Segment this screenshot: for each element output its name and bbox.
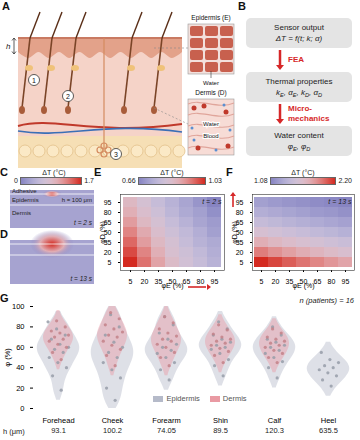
html-text:ΔT = f(t; k; α): ΔT = f(t; k; α) — [275, 34, 323, 43]
svg-text:635.5: 635.5 — [319, 426, 338, 435]
html-text:FEA: FEA — [288, 55, 304, 64]
svg-text:Forearm: Forearm — [152, 416, 180, 425]
svg-text:20: 20 — [141, 278, 149, 285]
svg-text:80: 80 — [328, 278, 336, 285]
svg-text:Cheek: Cheek — [102, 416, 124, 425]
html-text:F: F — [226, 166, 233, 178]
html-text:A: A — [2, 0, 10, 12]
svg-text:100.2: 100.2 — [103, 426, 122, 435]
svg-text:65: 65 — [103, 218, 112, 226]
svg-text:20: 20 — [104, 249, 112, 256]
svg-text:5: 5 — [260, 278, 264, 285]
svg-text:1: 1 — [32, 77, 36, 84]
html-text:Epidermis: Epidermis — [166, 394, 200, 403]
svg-text:0: 0 — [20, 404, 24, 413]
svg-text:95: 95 — [342, 278, 350, 285]
svg-text:5: 5 — [108, 259, 112, 266]
svg-text:t = 2 s: t = 2 s — [74, 219, 93, 226]
svg-text:φE (%): φE (%) — [161, 282, 183, 290]
html-text:n (patients) = 16: n (patients) = 16 — [299, 296, 354, 305]
svg-text:100: 100 — [12, 302, 25, 311]
svg-text:Heel: Heel — [321, 416, 337, 425]
svg-text:Blood: Blood — [203, 133, 218, 139]
svg-text:φD (%): φD (%) — [231, 221, 239, 243]
svg-text:Epidermis (E): Epidermis (E) — [191, 14, 230, 22]
html-text:Water content: Water content — [274, 131, 324, 140]
svg-text:φ (%): φ (%) — [3, 348, 12, 367]
html-text:G: G — [0, 292, 9, 304]
svg-text:120.3: 120.3 — [265, 426, 284, 435]
html-text:1.03: 1.03 — [208, 177, 222, 184]
html-text:ΔT (°C): ΔT (°C) — [160, 169, 184, 176]
svg-text:95: 95 — [104, 199, 112, 206]
html-text:Thermal properties: Thermal properties — [265, 77, 333, 86]
html-text:Dermis: Dermis — [222, 394, 247, 403]
svg-text:35: 35 — [285, 278, 294, 286]
svg-text:50: 50 — [103, 228, 112, 236]
svg-text:Shin: Shin — [213, 416, 228, 425]
svg-text:Epidermis: Epidermis — [12, 197, 39, 203]
svg-text:74.05: 74.05 — [157, 426, 176, 435]
html-text:ΔT (°C): ΔT (°C) — [291, 169, 315, 176]
html-text:2.20: 2.20 — [338, 177, 352, 184]
svg-text:35: 35 — [103, 238, 112, 246]
html-text:C: C — [0, 166, 8, 178]
svg-text:Forehead: Forehead — [42, 416, 74, 425]
html-text:kE, αE, kD, αD: kE, αE, kD, αD — [276, 88, 322, 98]
html-text:0.66: 0.66 — [122, 177, 136, 184]
svg-text:3: 3 — [114, 151, 118, 158]
html-text:E: E — [94, 166, 102, 178]
svg-text:89.5: 89.5 — [213, 426, 228, 435]
svg-text:φE (%): φE (%) — [292, 282, 314, 290]
svg-text:5: 5 — [240, 259, 244, 266]
html-text:h (μm): h (μm) — [3, 427, 25, 436]
svg-text:65: 65 — [314, 278, 322, 285]
svg-text:35: 35 — [154, 278, 163, 286]
svg-text:93.1: 93.1 — [51, 426, 66, 435]
svg-text:60: 60 — [16, 343, 24, 352]
svg-text:t = 13 s: t = 13 s — [328, 198, 352, 205]
svg-text:5: 5 — [129, 278, 133, 285]
svg-text:80: 80 — [236, 209, 244, 216]
svg-text:95: 95 — [211, 278, 219, 285]
html-text:Sensor output: Sensor output — [274, 23, 324, 32]
svg-text:Adhesive: Adhesive — [12, 188, 37, 194]
svg-text:20: 20 — [272, 278, 280, 285]
html-text:φE, φD: φE, φD — [287, 142, 311, 152]
html-text:1.7: 1.7 — [84, 177, 94, 184]
svg-text:Water: Water — [203, 80, 219, 86]
svg-text:95: 95 — [236, 199, 244, 206]
html-text:B: B — [238, 0, 246, 12]
svg-text:Water: Water — [203, 121, 219, 127]
svg-text:35: 35 — [235, 238, 244, 246]
svg-text:40: 40 — [16, 363, 24, 372]
html-text:ΔT (°C): ΔT (°C) — [42, 169, 66, 176]
html-text:D: D — [0, 228, 8, 240]
svg-text:h: h — [6, 42, 11, 51]
svg-text:20: 20 — [236, 249, 244, 256]
html-text:1.08: 1.08 — [254, 177, 268, 184]
html-text:Micro-mechanics: Micro-mechanics — [288, 104, 330, 123]
svg-text:h = 100 μm: h = 100 μm — [62, 197, 92, 203]
svg-text:Dermis: Dermis — [12, 210, 31, 216]
svg-text:20: 20 — [16, 384, 24, 393]
svg-text:2: 2 — [66, 93, 70, 100]
svg-text:65: 65 — [183, 278, 191, 285]
svg-text:t = 13 s: t = 13 s — [71, 275, 93, 282]
svg-text:50: 50 — [235, 228, 244, 236]
svg-text:80: 80 — [197, 278, 205, 285]
html-text:0: 0 — [14, 177, 18, 184]
svg-text:Calf: Calf — [268, 416, 282, 425]
svg-text:80: 80 — [104, 209, 112, 216]
svg-text:80: 80 — [16, 322, 24, 331]
svg-text:65: 65 — [235, 218, 244, 226]
svg-text:t = 2 s: t = 2 s — [202, 198, 222, 205]
svg-text:Dermis (D): Dermis (D) — [195, 89, 226, 97]
svg-text:φD (%): φD (%) — [99, 221, 107, 243]
